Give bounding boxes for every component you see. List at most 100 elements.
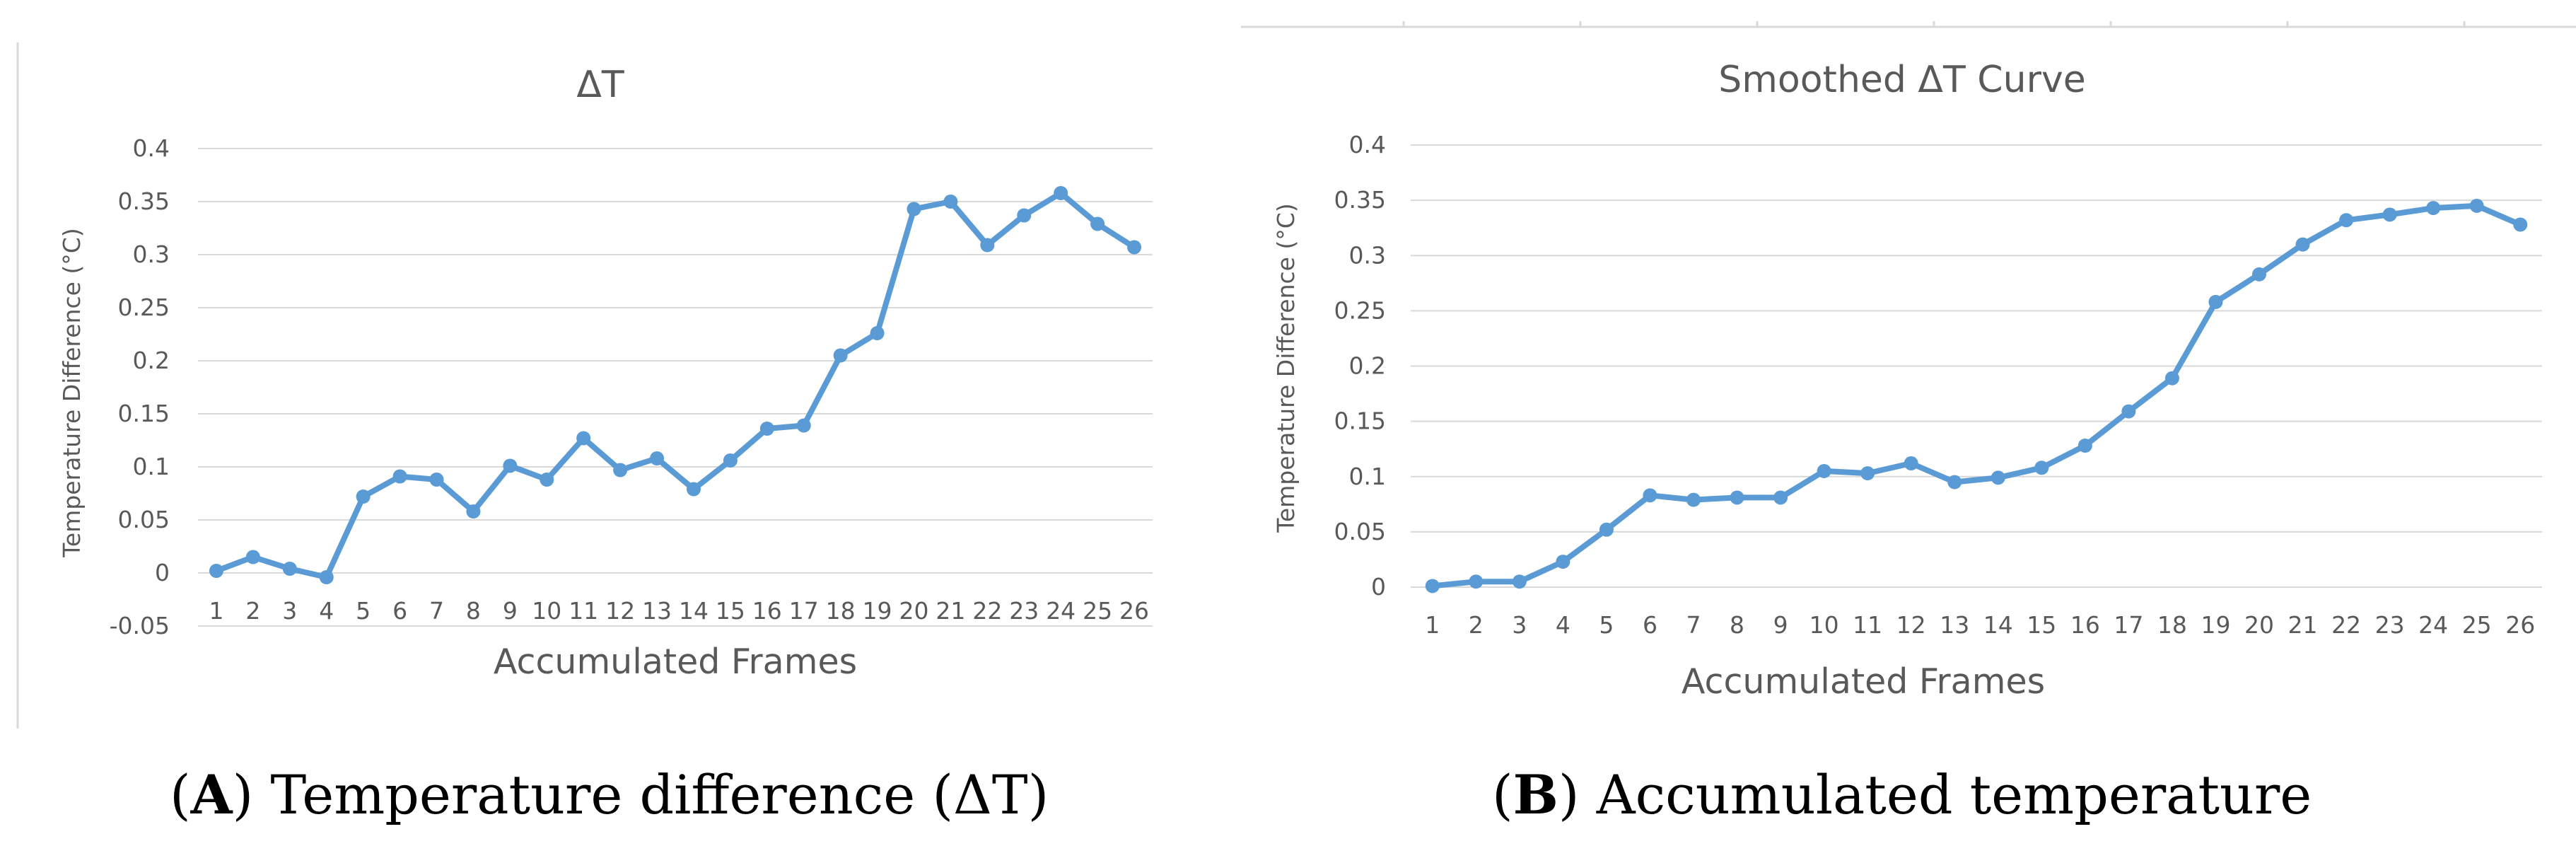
x-tick-label: 17 xyxy=(789,597,819,625)
data-point xyxy=(943,195,958,209)
x-tick-label: 9 xyxy=(1773,611,1788,639)
y-tick-label: 0.4 xyxy=(1349,131,1386,158)
data-point xyxy=(429,473,444,487)
data-point xyxy=(2382,207,2397,222)
chart-a-y-ticks: -0.05 0 0.05 0.1 0.15 0.2 0.25 0.3 0.35 0.4 xyxy=(110,134,170,639)
x-tick-label: 3 xyxy=(1512,611,1527,639)
x-tick-label: 8 xyxy=(1730,611,1744,639)
x-tick-label: 18 xyxy=(2157,611,2187,639)
data-point xyxy=(2295,237,2310,252)
data-point xyxy=(2426,201,2441,216)
data-point xyxy=(356,489,371,504)
x-tick-label: 6 xyxy=(392,597,407,625)
x-tick-label: 20 xyxy=(899,597,929,625)
y-tick-label: 0 xyxy=(1371,573,1386,601)
data-point xyxy=(613,463,628,477)
x-tick-label: 7 xyxy=(429,597,444,625)
data-point xyxy=(2077,439,2092,453)
data-point xyxy=(2034,460,2049,475)
data-point xyxy=(833,348,848,363)
x-tick-label: 17 xyxy=(2114,611,2143,639)
x-tick-label: 22 xyxy=(972,597,1002,625)
caption-b-text: Accumulated temperature xyxy=(1596,763,2312,826)
y-tick-label: 0.05 xyxy=(118,506,170,533)
caption-b: (B) Accumulated temperature xyxy=(1492,763,2312,826)
data-point xyxy=(1017,208,1032,223)
chart-a-title: ΔT xyxy=(576,64,624,106)
data-point xyxy=(503,458,518,473)
x-tick-label: 1 xyxy=(209,597,223,625)
x-tick-label: 10 xyxy=(532,597,561,625)
x-tick-label: 12 xyxy=(1896,611,1926,639)
data-point xyxy=(1860,466,1875,481)
x-tick-label: 12 xyxy=(605,597,635,625)
data-point xyxy=(1947,475,1962,489)
data-point xyxy=(540,473,554,487)
y-tick-label: 0.3 xyxy=(1349,241,1386,269)
x-tick-label: 15 xyxy=(716,597,745,625)
y-tick-label: 0.15 xyxy=(118,400,170,427)
x-tick-label: 15 xyxy=(2027,611,2056,639)
data-point xyxy=(1730,490,1744,505)
data-point xyxy=(1127,240,1142,255)
x-tick-label: 23 xyxy=(2375,611,2405,639)
y-tick-label: 0.3 xyxy=(133,241,170,268)
y-tick-label: 0.25 xyxy=(1334,296,1386,324)
chart-b-gridlines xyxy=(1411,144,2542,588)
chart-b-x-ticks: 1 2 3 4 5 6 7 8 9 10 11 12 13 14 15 16 17 18 19 20 21 22 23 24 2… xyxy=(1425,611,2535,639)
x-tick-label: 13 xyxy=(1940,611,1969,639)
x-tick-label: 19 xyxy=(2201,611,2230,639)
data-point xyxy=(1773,490,1788,505)
data-point xyxy=(907,202,921,216)
data-point xyxy=(759,422,774,436)
y-tick-label: 0.25 xyxy=(118,294,170,321)
y-tick-label: 0.05 xyxy=(1334,518,1386,545)
x-tick-label: 14 xyxy=(1983,611,2013,639)
y-tick-label: 0.15 xyxy=(1334,407,1386,435)
x-tick-label: 22 xyxy=(2331,611,2361,639)
y-tick-label: 0.1 xyxy=(133,453,170,480)
data-point xyxy=(2339,213,2354,228)
x-tick-label: 9 xyxy=(503,597,518,625)
chart-b: Smoothed ΔT Curve 0 0.05 0.1 0.15 0.2 0.25 0.3… xyxy=(1272,59,2542,702)
x-tick-label: 25 xyxy=(2462,611,2492,639)
caption-a-letter: A xyxy=(190,763,233,826)
x-tick-label: 4 xyxy=(319,597,334,625)
data-point xyxy=(686,482,701,497)
chart-b-ylabel: Temperature Difference (°C) xyxy=(1272,203,1300,533)
x-tick-label: 26 xyxy=(2505,611,2535,639)
chart-b-markers xyxy=(1425,198,2528,593)
y-tick-label: -0.05 xyxy=(110,612,170,639)
data-point xyxy=(870,326,885,340)
data-point xyxy=(2469,198,2484,213)
y-tick-label: 0.1 xyxy=(1349,463,1386,490)
y-tick-label: 0.35 xyxy=(118,187,170,215)
chart-b-series-line xyxy=(1432,202,2522,589)
x-tick-label: 20 xyxy=(2244,611,2274,639)
data-point xyxy=(2164,371,2179,386)
x-tick-label: 25 xyxy=(1083,597,1112,625)
caption-b-letter: B xyxy=(1513,763,1558,826)
data-point xyxy=(1512,574,1527,589)
x-tick-label: 10 xyxy=(1809,611,1839,639)
data-point xyxy=(466,504,481,518)
x-tick-label: 6 xyxy=(1643,611,1657,639)
caption-a-text: Temperature difference (ΔT) xyxy=(270,763,1049,826)
x-tick-label: 16 xyxy=(2070,611,2100,639)
x-tick-label: 21 xyxy=(2288,611,2318,639)
chart-a-x-ticks: 1 2 3 4 5 6 7 8 9 10 11 12 13 14 15 16 17 18 19 20 21 22 23 24 2… xyxy=(209,597,1149,625)
data-point xyxy=(2208,294,2223,309)
x-tick-label: 11 xyxy=(1853,611,1882,639)
x-tick-label: 2 xyxy=(245,597,260,625)
data-point xyxy=(1643,488,1657,503)
data-point xyxy=(1599,522,1614,537)
y-tick-label: 0.2 xyxy=(133,347,170,374)
data-point xyxy=(2121,404,2136,419)
x-tick-label: 3 xyxy=(282,597,297,625)
data-point xyxy=(2252,267,2266,282)
data-point xyxy=(209,564,223,578)
data-point xyxy=(1556,555,1570,569)
y-tick-label: 0 xyxy=(155,559,170,586)
